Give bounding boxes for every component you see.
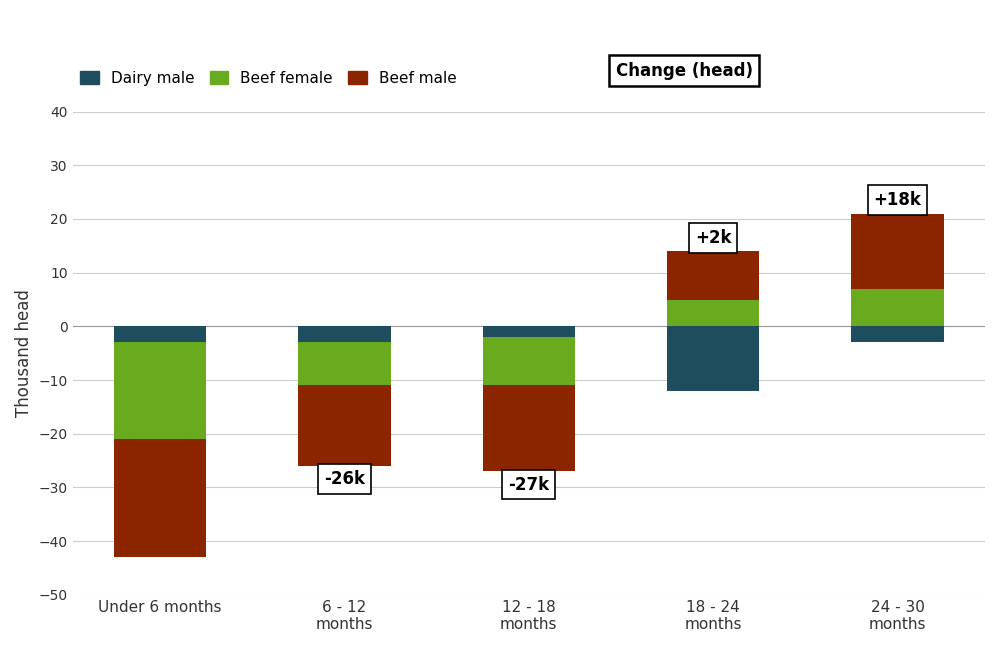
Text: Change (head): Change (head) <box>616 61 753 80</box>
Bar <box>851 326 944 342</box>
Text: +2k: +2k <box>695 229 731 247</box>
Legend: Dairy male, Beef female, Beef male: Dairy male, Beef female, Beef male <box>80 71 457 86</box>
Bar <box>298 386 391 466</box>
Bar <box>851 289 944 326</box>
Bar <box>667 300 759 326</box>
Bar <box>851 214 944 289</box>
Bar <box>483 386 575 471</box>
Bar <box>298 342 391 386</box>
Bar <box>114 326 206 342</box>
Text: +18k: +18k <box>874 192 921 210</box>
Bar <box>483 326 575 337</box>
Bar <box>667 326 759 391</box>
Text: -27k: -27k <box>508 476 549 494</box>
Bar <box>114 342 206 439</box>
Bar <box>114 439 206 557</box>
Bar <box>298 326 391 342</box>
Bar <box>667 251 759 300</box>
Text: -26k: -26k <box>324 470 365 488</box>
Y-axis label: Thousand head: Thousand head <box>15 289 33 417</box>
Bar <box>483 337 575 386</box>
